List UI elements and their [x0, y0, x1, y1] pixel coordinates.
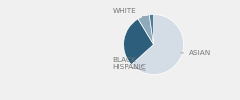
- Wedge shape: [131, 14, 184, 74]
- Wedge shape: [138, 15, 154, 44]
- Text: ASIAN: ASIAN: [181, 50, 211, 56]
- Text: HISPANIC: HISPANIC: [112, 64, 146, 70]
- Text: BLACK: BLACK: [112, 57, 144, 66]
- Wedge shape: [149, 14, 154, 44]
- Legend: 63.3%, 28.0%, 6.4%, 2.3%: 63.3%, 28.0%, 6.4%, 2.3%: [32, 98, 173, 100]
- Text: WHITE: WHITE: [113, 8, 145, 17]
- Wedge shape: [124, 19, 154, 65]
